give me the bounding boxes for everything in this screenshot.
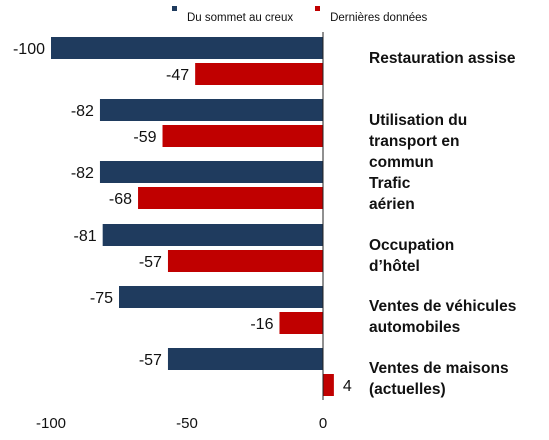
category-label-line: Ventes de véhicules <box>369 298 517 315</box>
bar-value-label-latest-data-4: -16 <box>250 316 273 333</box>
bar-value-label-peak-to-trough-1: -82 <box>71 103 94 120</box>
category-label-line: Utilisation du <box>369 112 468 129</box>
category-label-line: automobiles <box>369 319 461 336</box>
category-label: Trafic aérien <box>369 173 415 215</box>
bar-peak-to-trough-3 <box>102 224 324 246</box>
bar-latest-data-0 <box>195 63 323 85</box>
legend-swatch-peak-to-trough <box>172 6 177 11</box>
category-label: Ventes de véhicules automobiles <box>369 296 516 338</box>
bar-latest-data-2 <box>138 187 323 209</box>
bar-peak-to-trough-5 <box>167 348 323 370</box>
legend-item-latest-data: Dernières données <box>315 6 427 24</box>
x-tick-label: 0 <box>319 415 327 432</box>
category-label-line: Trafic <box>369 175 411 192</box>
bar-value-label-latest-data-3: -57 <box>139 254 162 271</box>
category-label-line: Restauration assise <box>369 50 516 67</box>
category-label: Occupation d’hôtel <box>369 235 454 277</box>
bar-peak-to-trough-0 <box>51 37 323 59</box>
bar-latest-data-3 <box>167 250 323 272</box>
category-label-line: d’hôtel <box>369 258 420 275</box>
category-label: Ventes de maisons (actuelles) <box>369 358 509 400</box>
bar-latest-data-4 <box>279 312 323 334</box>
bar-latest-data-5 <box>323 374 334 396</box>
bar-value-label-peak-to-trough-5: -57 <box>139 352 162 369</box>
category-label-line: aérien <box>369 196 415 213</box>
x-tick-label: -50 <box>176 415 198 432</box>
x-tick-label: -100 <box>36 415 66 432</box>
legend-item-peak-to-trough: Du sommet au creux <box>172 6 293 24</box>
bar-peak-to-trough-4 <box>119 286 323 308</box>
category-label-line: commun <box>369 154 434 171</box>
category-label: Restauration assise <box>369 48 515 69</box>
bar-value-label-latest-data-2: -68 <box>109 191 132 208</box>
bar-latest-data-1 <box>162 125 323 147</box>
bar-peak-to-trough-1 <box>99 99 324 121</box>
bar-value-label-peak-to-trough-0: -100 <box>13 41 45 58</box>
category-label-line: Occupation <box>369 237 455 254</box>
bar-value-label-peak-to-trough-4: -75 <box>90 290 113 307</box>
bar-peak-to-trough-2 <box>99 161 324 183</box>
category-label: Utilisation du transport en commun <box>369 110 467 173</box>
bar-value-label-peak-to-trough-3: -81 <box>74 228 97 245</box>
bar-value-label-peak-to-trough-2: -82 <box>71 165 94 182</box>
bar-value-label-latest-data-1: -59 <box>133 129 156 146</box>
legend-swatch-latest-data <box>315 6 321 11</box>
category-label-line: Ventes de maisons <box>369 360 509 377</box>
legend-label-latest-data: Dernières données <box>330 12 428 24</box>
bar-value-label-latest-data-0: -47 <box>166 67 189 84</box>
bar-value-label-latest-data-5: 4 <box>343 378 352 395</box>
legend: Du sommet au creux Dernières données <box>172 6 449 24</box>
category-label-line: transport en <box>369 133 460 150</box>
category-label-line: (actuelles) <box>369 381 446 398</box>
legend-label-peak-to-trough: Du sommet au creux <box>187 12 294 24</box>
